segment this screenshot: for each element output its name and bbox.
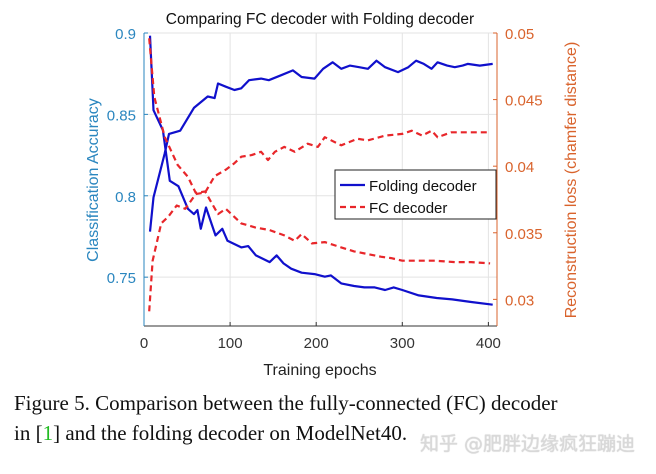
y-axis-left-label: Classification Accuracy [85,98,102,262]
legend-label-fc: FC decoder [369,200,447,217]
citation-link[interactable]: 1 [42,421,54,445]
x-tick-label: 300 [390,335,415,352]
y-axis-right-label: Reconstruction loss (chamfer distance) [563,42,580,319]
caption-line-2: in [1] and the folding decoder on ModelN… [14,418,654,448]
legend-box [334,169,497,220]
series-folding-loss [148,35,493,306]
caption-line-2-pre: in [ [14,421,43,445]
legend-label-folding: Folding decoder [369,178,477,195]
chart-title: Comparing FC decoder with Folding decode… [166,11,474,28]
series-fc-loss [148,38,491,265]
x-tick-label: 400 [476,335,501,352]
series-folding-accuracy [148,59,493,232]
caption-line-1: Figure 5. Comparison between the fully-c… [14,391,558,415]
caption-line-2-post: ] and the folding decoder on ModelNet40. [53,421,408,445]
figure-caption: Figure 5. Comparison between the fully-c… [14,388,654,448]
legend: Folding decoder FC decoder [334,169,497,220]
x-tick-label: 100 [218,335,243,352]
y-right-tick-label: 0.045 [505,93,543,110]
x-tick-label: 200 [304,335,329,352]
series-lines [148,35,493,312]
y-right-tick-label: 0.035 [505,226,543,243]
y-right-tick-label: 0.05 [505,26,534,43]
chart: Comparing FC decoder with Folding decode… [85,11,580,379]
y-left-tick-label: 0.8 [115,189,136,206]
y-right-tick-label: 0.03 [505,292,534,309]
y-right-tick-label: 0.04 [505,159,534,176]
y-left-tick-label: 0.9 [115,26,136,43]
series-fc-accuracy [148,129,491,312]
y-left-tick-label: 0.85 [107,107,136,124]
x-tick-label: 0 [140,335,148,352]
x-axis-label: Training epochs [263,362,376,379]
axes: 0 100 200 300 400 0.75 0.8 0.85 0.9 0.03 0.035 0.04… [107,26,543,352]
y-left-tick-label: 0.75 [107,270,136,287]
watermark: 知乎 @肥胖边缘疯狂蹦迪 [420,433,636,455]
